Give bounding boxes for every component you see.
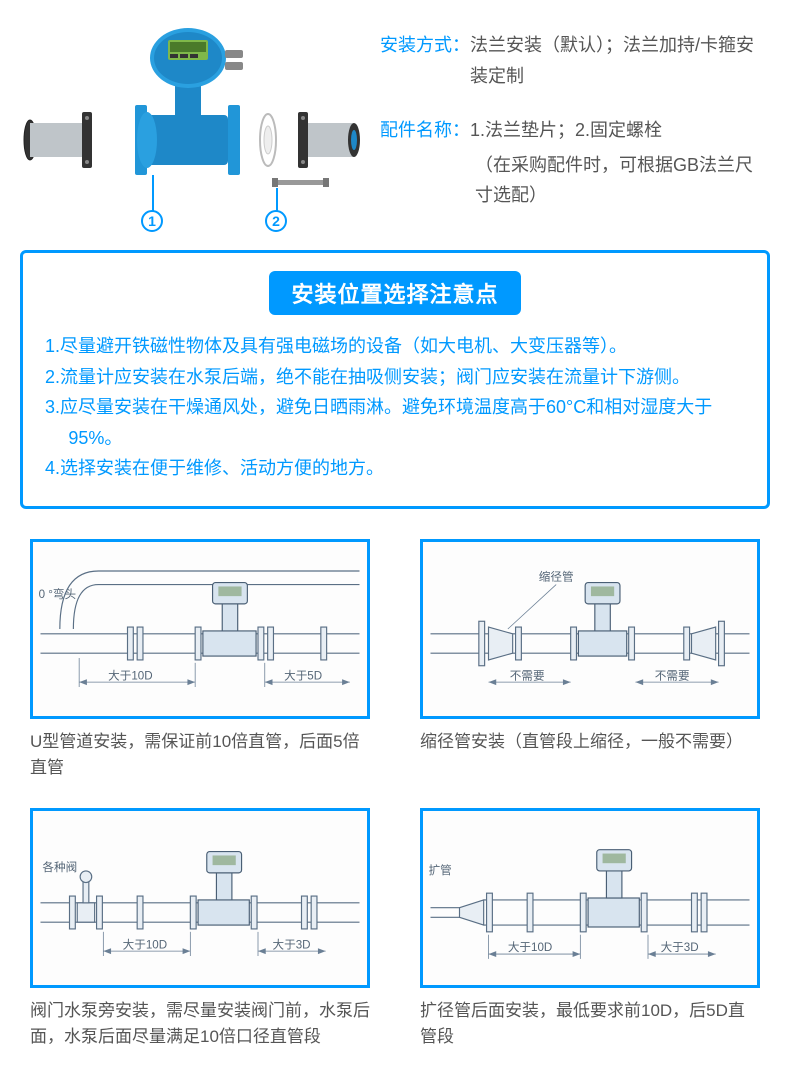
diagram-cell-4: 扩管 xyxy=(420,808,760,1051)
svg-text:大于10D: 大于10D xyxy=(108,668,152,682)
spec-install-label: 安装方式： xyxy=(380,30,470,91)
spec-install: 安装方式： 法兰安装（默认）；法兰加持/卡箍安装定制 xyxy=(380,30,770,91)
diagram-cell-1: 0 °弯头 xyxy=(30,539,370,782)
svg-text:0 °弯头: 0 °弯头 xyxy=(39,587,77,601)
notice-box: 安装位置选择注意点 1.尽量避开铁磁性物体及具有强电磁场的设备（如大电机、大变压… xyxy=(20,250,770,509)
diagram-cell-3: 各种阀 xyxy=(30,808,370,1051)
spec-parts-note: （在采购配件时，可根据GB法兰尺寸选配） xyxy=(475,150,770,211)
diagram-box-3: 各种阀 xyxy=(30,808,370,988)
spec-parts-label: 配件名称： xyxy=(380,115,470,146)
svg-text:大于10D: 大于10D xyxy=(508,940,552,954)
notice-item-1: 1.尽量避开铁磁性物体及具有强电磁场的设备（如大电机、大变压器等）。 xyxy=(45,331,745,362)
diagram-caption-2: 缩径管安装（直管段上缩径，一般不需要） xyxy=(420,729,760,755)
spec-list: 安装方式： 法兰安装（默认）；法兰加持/卡箍安装定制 配件名称： 1.法兰垫片；… xyxy=(380,10,770,230)
marker-1: 1 xyxy=(141,210,163,232)
notice-item-2: 2.流量计应安装在水泵后端，绝不能在抽吸侧安装；阀门应安装在流量计下游侧。 xyxy=(45,362,745,393)
diagram-grid: 0 °弯头 xyxy=(0,539,790,1070)
notice-item-4: 4.选择安装在便于维修、活动方便的地方。 xyxy=(45,453,745,484)
diagram-box-2: 缩径管 不需要 xyxy=(420,539,760,719)
svg-text:各种阀: 各种阀 xyxy=(42,860,77,874)
svg-text:大于3D: 大于3D xyxy=(661,940,699,954)
svg-text:大于10D: 大于10D xyxy=(123,937,167,951)
svg-text:缩径管: 缩径管 xyxy=(539,570,574,584)
diagram-box-4: 扩管 xyxy=(420,808,760,988)
svg-text:不需要: 不需要 xyxy=(655,669,690,682)
spec-parts-value: 1.法兰垫片；2.固定螺栓 xyxy=(470,115,662,146)
diagram-caption-1: U型管道安装，需保证前10倍直管，后面5倍直管 xyxy=(30,729,370,782)
spec-parts: 配件名称： 1.法兰垫片；2.固定螺栓 xyxy=(380,115,770,146)
diagram-cell-2: 缩径管 不需要 xyxy=(420,539,760,782)
flowmeter-svg xyxy=(20,10,360,230)
marker-line-1 xyxy=(152,175,154,213)
svg-text:扩管: 扩管 xyxy=(429,862,452,876)
svg-text:不需要: 不需要 xyxy=(510,669,545,682)
product-illustration: 1 2 xyxy=(20,10,360,230)
diagram-box-1: 0 °弯头 xyxy=(30,539,370,719)
top-section: 1 2 安装方式： 法兰安装（默认）；法兰加持/卡箍安装定制 配件名称： 1.法… xyxy=(0,0,790,250)
marker-2: 2 xyxy=(265,210,287,232)
notice-item-3: 3.应尽量安装在干燥通风处，避免日晒雨淋。避免环境温度高于60°C和相对湿度大于… xyxy=(45,392,745,453)
svg-text:大于5D: 大于5D xyxy=(284,668,322,682)
svg-text:大于3D: 大于3D xyxy=(273,937,311,951)
spec-install-value: 法兰安装（默认）；法兰加持/卡箍安装定制 xyxy=(470,30,770,91)
diagram-caption-4: 扩径管后面安装，最低要求前10D，后5D直管段 xyxy=(420,998,760,1051)
notice-title: 安装位置选择注意点 xyxy=(269,271,520,315)
diagram-caption-3: 阀门水泵旁安装，需尽量安装阀门前，水泵后面，水泵后面尽量满足10倍口径直管段 xyxy=(30,998,370,1051)
